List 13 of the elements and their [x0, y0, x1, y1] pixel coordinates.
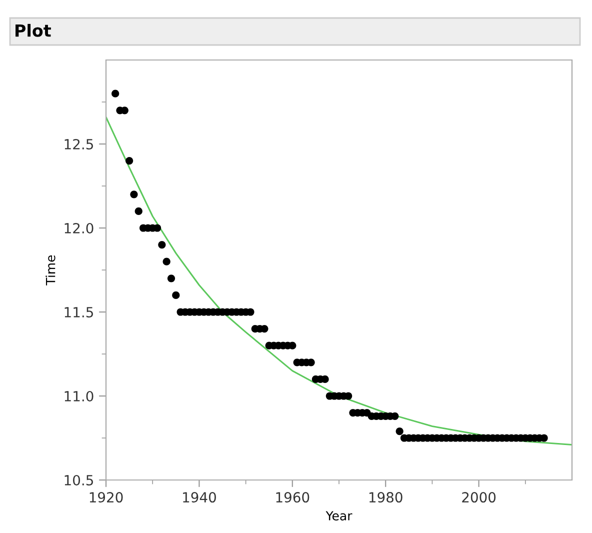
chart-title: Plot — [16, 24, 51, 37]
y-tick-label: 11.5 — [64, 307, 93, 318]
x-tick-label: 2000 — [462, 492, 496, 503]
x-tick-label: 1980 — [369, 492, 402, 503]
y-tick-label: 12.5 — [64, 138, 93, 150]
y-axis-title: Time — [46, 255, 56, 286]
y-tick-label: 11.0 — [64, 390, 94, 402]
y-tick-label: 12.0 — [64, 222, 94, 234]
x-axis-title: Year — [326, 511, 352, 520]
x-tick-label: 1960 — [276, 492, 310, 503]
y-tick-label: 10.5 — [64, 474, 93, 486]
x-tick-label: 1920 — [90, 492, 123, 503]
x-tick-label: 1940 — [183, 492, 216, 503]
